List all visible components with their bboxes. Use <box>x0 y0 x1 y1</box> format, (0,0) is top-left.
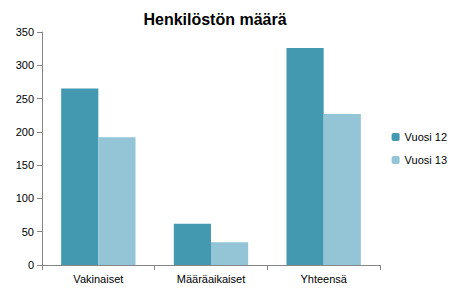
svg-text:200: 200 <box>16 126 34 138</box>
svg-text:Vakinaiset: Vakinaiset <box>73 273 123 285</box>
svg-text:Henkilöstön määrä: Henkilöstön määrä <box>143 11 286 28</box>
svg-text:Vuosi 12: Vuosi 12 <box>405 131 447 143</box>
svg-text:0: 0 <box>28 259 34 271</box>
svg-text:50: 50 <box>22 226 34 238</box>
svg-text:250: 250 <box>16 93 34 105</box>
svg-text:350: 350 <box>16 26 34 38</box>
svg-text:300: 300 <box>16 59 34 71</box>
svg-text:150: 150 <box>16 159 34 171</box>
svg-text:Määräaikaiset: Määräaikaiset <box>177 273 245 285</box>
svg-text:100: 100 <box>16 192 34 204</box>
svg-text:Yhteensä: Yhteensä <box>300 273 347 285</box>
svg-text:Vuosi 13: Vuosi 13 <box>405 154 447 166</box>
